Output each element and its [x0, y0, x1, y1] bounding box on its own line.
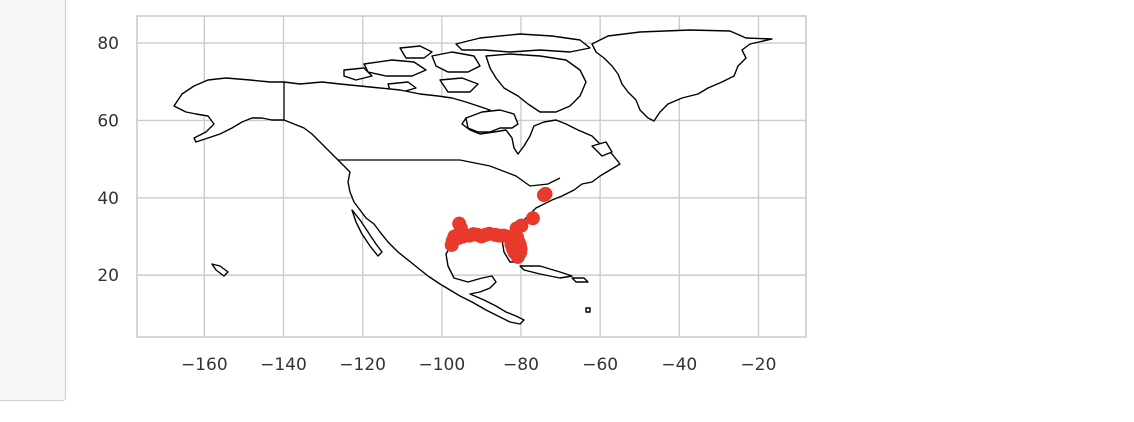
- hudson-bay: [465, 109, 519, 133]
- y-axis-ticks: 20 40 60 80: [97, 34, 119, 286]
- x-tick-label: −80: [503, 355, 539, 375]
- north-america-basemap: [173, 29, 773, 325]
- x-tick-label: −140: [260, 355, 307, 375]
- greenland-outline: [591, 29, 773, 122]
- x-tick-label: −40: [661, 355, 697, 375]
- data-point: [525, 211, 540, 226]
- y-tick-label: 20: [97, 266, 119, 286]
- y-tick-label: 60: [97, 111, 119, 131]
- arctic-island: [485, 53, 587, 113]
- arctic-island: [363, 59, 427, 77]
- newfoundland: [591, 141, 613, 157]
- y-tick-label: 80: [97, 34, 119, 54]
- data-point: [538, 186, 553, 201]
- arctic-island: [455, 33, 591, 53]
- x-axis-ticks: −160 −140 −120 −100 −80 −60 −40 −20: [181, 355, 776, 375]
- side-panel: [0, 0, 66, 401]
- cuba: [519, 265, 573, 279]
- x-tick-label: −120: [339, 355, 386, 375]
- arctic-island: [343, 67, 373, 81]
- hispaniola: [571, 277, 589, 283]
- data-point: [452, 216, 467, 231]
- arctic-island: [399, 45, 433, 59]
- baja-california: [351, 209, 383, 257]
- x-tick-label: −160: [181, 355, 228, 375]
- y-tick-label: 40: [97, 189, 119, 209]
- hawaii: [211, 263, 229, 277]
- us-canada-border: [338, 159, 561, 187]
- north-america-mainland: [173, 77, 621, 325]
- arctic-island: [439, 77, 479, 93]
- x-tick-label: −60: [582, 355, 618, 375]
- marker-layer: [444, 186, 553, 264]
- x-tick-label: −100: [418, 355, 465, 375]
- plot-frame: [136, 15, 807, 338]
- arctic-island: [431, 51, 481, 73]
- data-point: [514, 218, 529, 233]
- x-tick-label: −20: [741, 355, 777, 375]
- small-island: [585, 307, 591, 313]
